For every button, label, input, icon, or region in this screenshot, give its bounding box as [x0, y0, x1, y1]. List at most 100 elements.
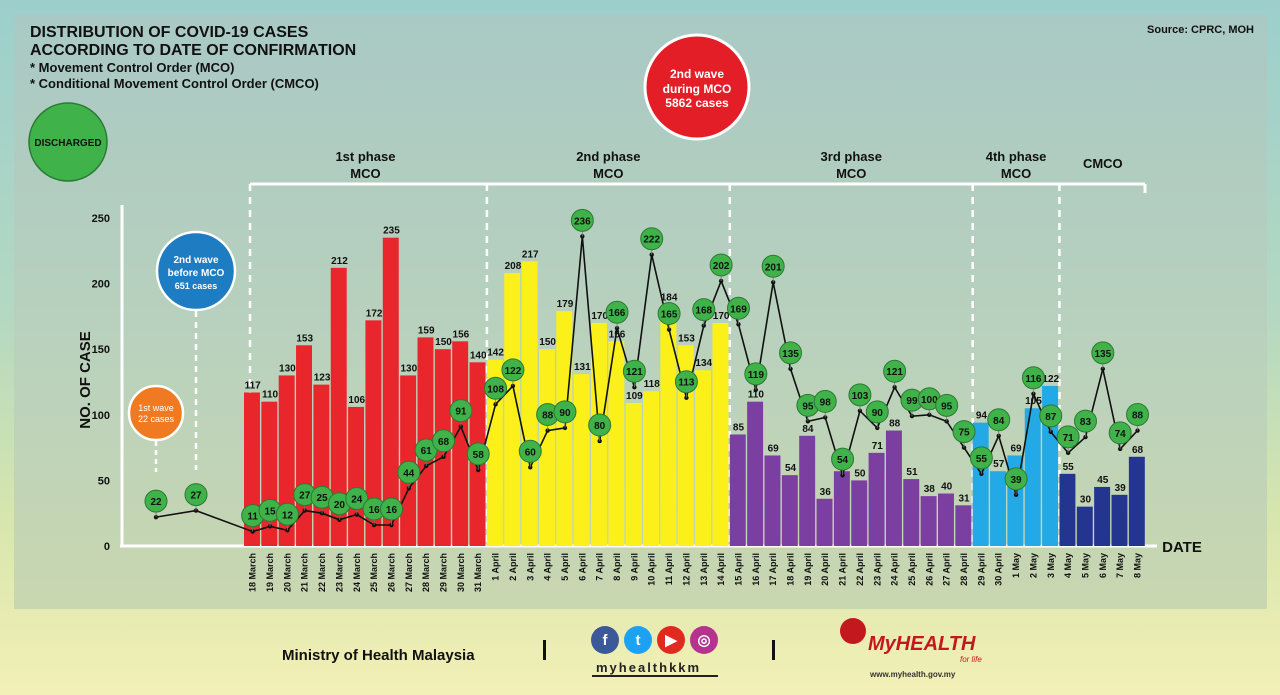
discharged-marker	[848, 383, 872, 407]
x-tick-labels: 18 March 19 March 20 March 21 March 22 March…	[248, 553, 1143, 592]
x-tick-label: 30 March	[456, 553, 466, 592]
bar-value-label: 94	[976, 411, 988, 422]
discharged-value-label: 16	[369, 505, 381, 516]
bar	[625, 402, 642, 546]
bar-value-label: 55	[1063, 462, 1075, 473]
bar	[764, 455, 781, 546]
twitter-icon[interactable]: t	[624, 626, 652, 654]
x-tick-label: 9 April	[629, 553, 639, 581]
chart-title-line1: DISTRIBUTION OF COVID-19 CASES	[30, 24, 309, 41]
x-tick-label: 8 April	[612, 553, 622, 581]
phase-label-line1: 3rd phase	[821, 149, 882, 164]
x-tick-label: 26 April	[924, 553, 934, 586]
bar	[990, 471, 1006, 546]
bar	[573, 374, 590, 546]
discharged-value-label: 116	[1025, 374, 1042, 385]
bar	[1024, 408, 1041, 546]
bar	[920, 496, 937, 546]
x-tick-label: 28 March	[421, 553, 431, 592]
discharged-value-label: 16	[386, 505, 398, 516]
bars: 1171101301531232121061722351301591501561…	[244, 226, 1145, 546]
callout-wave2-mco: 2nd wave during MCO 5862 cases	[643, 33, 751, 141]
legend-discharged-label: DISCHARGED	[34, 138, 101, 149]
callout-wave2-mco-line1: 2nd wave	[670, 67, 724, 81]
discharged-value-label: 83	[1080, 417, 1092, 428]
discharged-value-label: 98	[820, 397, 832, 408]
callout-wave1-circle	[127, 384, 185, 442]
discharged-value-label: 90	[872, 408, 884, 419]
discharged-marker	[657, 302, 681, 326]
bar-value-label: 170	[591, 311, 608, 322]
discharged-marker	[466, 442, 490, 466]
discharged-marker	[379, 497, 403, 521]
bar-value-label: 123	[314, 373, 331, 384]
discharged-value-label: 121	[626, 367, 643, 378]
discharged-value-label: 39	[1011, 475, 1023, 486]
instagram-icon[interactable]: ◎	[690, 626, 718, 654]
bar-value-label: 30	[1080, 495, 1092, 506]
bar-value-label: 150	[435, 337, 452, 348]
discharged-value-label: 165	[661, 310, 678, 321]
discharged-marker	[969, 446, 993, 470]
discharged-marker	[1039, 404, 1063, 428]
callout-wave1-line2: 22 cases	[138, 414, 175, 424]
discharged-marker	[1021, 366, 1045, 390]
chart-svg: DISCHARGED 2nd wave during MCO 5862 case…	[28, 33, 1202, 592]
x-tick-label: 11 April	[664, 553, 674, 585]
bar-value-label: 122	[1042, 374, 1059, 385]
bar	[781, 475, 798, 546]
discharged-marker	[570, 208, 594, 232]
discharged-value-label: 122	[505, 366, 522, 377]
myhealth-logo-icon	[840, 618, 866, 644]
bar-value-label: 153	[296, 333, 313, 344]
x-tick-label: 15 April	[733, 553, 743, 586]
bar-value-label: 130	[279, 363, 296, 374]
facebook-icon[interactable]: f	[591, 626, 619, 654]
discharged-marker	[935, 393, 959, 417]
y-ticks: 0 50 100 150 200 250	[92, 213, 110, 553]
discharged-value-label: 68	[438, 437, 450, 448]
discharged-value-label: 202	[713, 261, 730, 272]
discharged-value-label: 27	[190, 491, 202, 502]
callout-wave1-line1: 1st wave	[138, 403, 174, 413]
discharged-marker	[518, 439, 542, 463]
discharged-marker	[1004, 467, 1028, 491]
discharged-marker	[1126, 403, 1150, 427]
discharged-value-label: 74	[1115, 429, 1127, 440]
discharged-marker	[692, 298, 716, 322]
bar	[1076, 506, 1093, 546]
discharged-value-label: 80	[594, 421, 606, 432]
bar-value-label: 109	[626, 391, 643, 402]
x-tick-label: 1 April	[491, 553, 501, 581]
x-tick-label: 28 April	[959, 553, 969, 586]
bar-value-label: 184	[661, 293, 678, 304]
x-tick-label: 25 April	[907, 553, 917, 586]
x-tick-label: 20 April	[820, 553, 830, 586]
discharged-value-label: 121	[886, 367, 903, 378]
bar	[833, 471, 850, 546]
discharged-value-label: 44	[403, 468, 415, 479]
x-tick-label: 5 April	[560, 553, 570, 581]
discharged-value-label: 27	[299, 491, 311, 502]
bar	[313, 384, 330, 546]
x-tick-label: 13 April	[699, 553, 709, 586]
bar-value-label: 84	[802, 424, 814, 435]
bar-value-label: 212	[331, 256, 348, 267]
bar-value-label: 130	[400, 363, 417, 374]
discharged-marker	[952, 420, 976, 444]
discharged-marker	[1056, 425, 1080, 449]
youtube-icon[interactable]: ▶	[657, 626, 685, 654]
phase-label-line1: 4th phase	[986, 149, 1047, 164]
callout-wave2-pre-circle	[155, 230, 237, 312]
bar	[903, 479, 920, 546]
discharged-marker	[345, 487, 369, 511]
discharged-value-label: 20	[334, 500, 346, 511]
x-tick-label: 19 March	[265, 553, 275, 592]
callout-wave1: 1st wave 22 cases	[127, 384, 185, 472]
bar-value-label: 170	[713, 311, 730, 322]
y-tick-label: 50	[98, 475, 110, 487]
discharged-marker	[779, 341, 803, 365]
discharged-value-label: 135	[1094, 349, 1111, 360]
x-tick-label: 14 April	[716, 553, 726, 586]
